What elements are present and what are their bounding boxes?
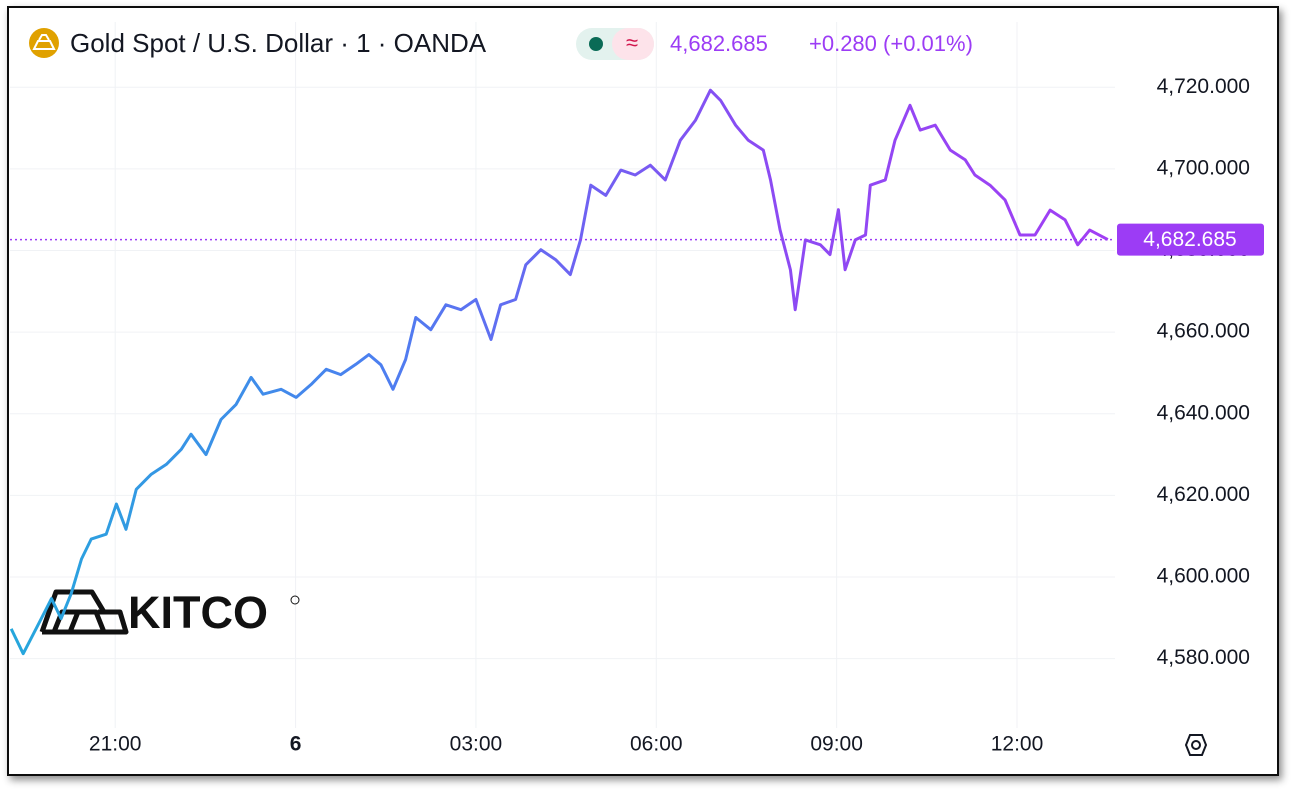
symbol-title: Gold Spot / U.S. Dollar · 1 · OANDA bbox=[70, 28, 487, 58]
y-tick-label: 4,620.000 bbox=[1157, 483, 1250, 506]
last-price-badge bbox=[1117, 223, 1264, 256]
price-line bbox=[9, 88, 1109, 656]
symbol-icon bbox=[29, 28, 59, 58]
y-tick-label: 4,660.000 bbox=[1157, 320, 1250, 343]
registered-mark bbox=[290, 595, 300, 605]
x-tick-label: 06:00 bbox=[630, 733, 683, 756]
x-tick-label: 09:00 bbox=[810, 733, 863, 756]
y-tick-label: 4,600.000 bbox=[1157, 565, 1250, 588]
symbol-icon-glyph bbox=[32, 34, 56, 50]
watermark-text: KITCO bbox=[128, 587, 268, 638]
settings-button[interactable] bbox=[1184, 734, 1208, 756]
settings-icon-center[interactable] bbox=[1191, 740, 1201, 750]
market-status-dot bbox=[589, 37, 603, 51]
x-tick-label: 6 bbox=[290, 733, 302, 756]
x-tick-label: 21:00 bbox=[89, 733, 142, 756]
status-pill-right[interactable] bbox=[612, 28, 654, 60]
y-tick-label: 4,720.000 bbox=[1157, 75, 1250, 98]
watermark: KITCO bbox=[39, 587, 300, 638]
x-tick-label: 03:00 bbox=[450, 733, 503, 756]
settings-icon[interactable] bbox=[1184, 734, 1208, 756]
indicator: ≈ bbox=[626, 30, 638, 55]
x-tick-label: 12:00 bbox=[991, 733, 1044, 756]
y-tick-label: 4,580.000 bbox=[1157, 646, 1250, 669]
watermark-logo bbox=[39, 589, 129, 635]
frame bbox=[7, 6, 1279, 776]
last-price-label: 4,682.685 bbox=[1143, 228, 1236, 251]
y-tick-label: 4,700.000 bbox=[1157, 156, 1250, 179]
y-tick-label: 4,640.000 bbox=[1157, 401, 1250, 424]
header-price: 4,682.685 bbox=[670, 31, 768, 56]
header-change: +0.280 (+0.01%) bbox=[809, 31, 973, 56]
